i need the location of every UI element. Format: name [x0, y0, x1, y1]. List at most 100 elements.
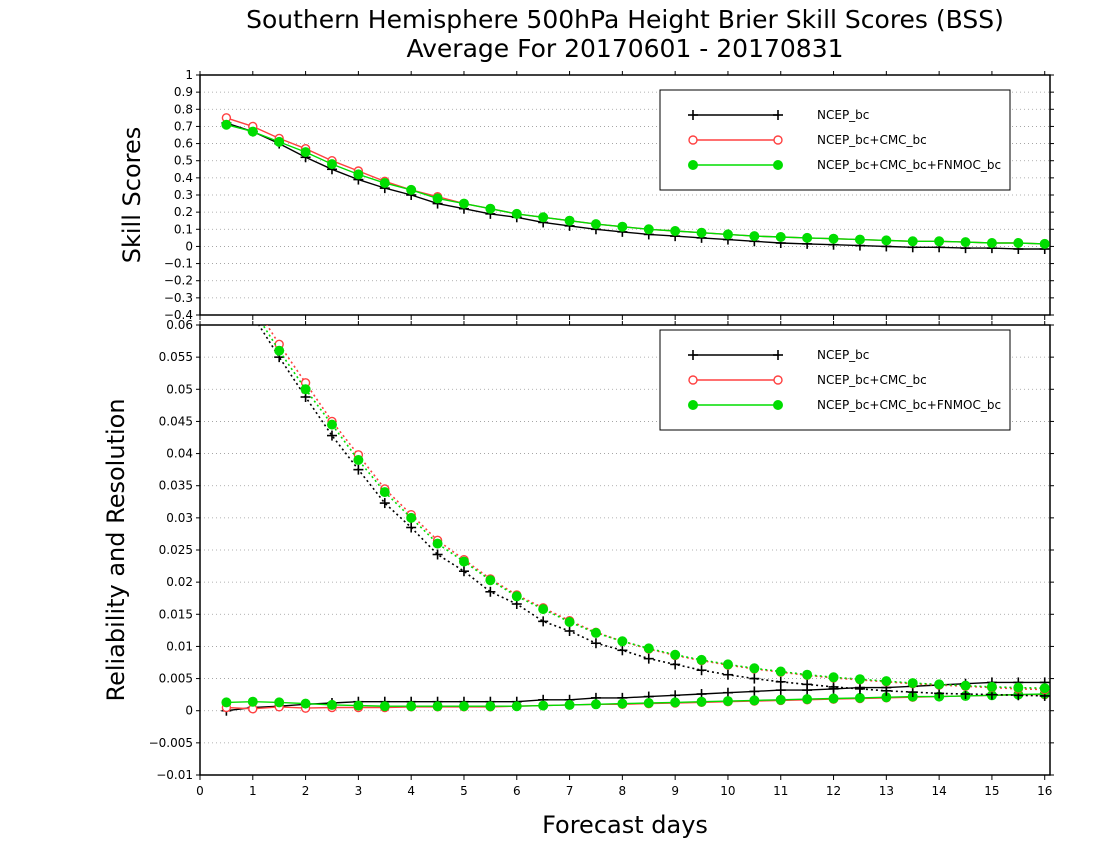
- data-point-ncep-bc-cmc-bc-fnmoc-bc-resolution: [802, 669, 813, 680]
- legend-label: NCEP_bc+CMC_bc+FNMOC_bc: [817, 158, 1001, 172]
- data-point-ncep-bc-cmc-bc-fnmoc-bc-resolution: [617, 636, 628, 647]
- x-tick-label: 11: [773, 784, 788, 798]
- data-point-ncep-bc-cmc-bc-fnmoc-bc-reliability: [696, 696, 707, 707]
- data-point-ncep-bc-cmc-bc-fnmoc-bc-reliability: [326, 699, 337, 710]
- legend-marker: [688, 110, 698, 120]
- top-y-tick-label: 0.2: [174, 205, 193, 219]
- legend-entry-ncep-bc-cmc-bc-fnmoc-bc: NCEP_bc+CMC_bc+FNMOC_bc: [688, 158, 1001, 172]
- series-area: [221, 113, 1050, 254]
- x-tick-label: 15: [984, 784, 999, 798]
- data-point-ncep-bc-cmc-bc-fnmoc-bc-resolution: [590, 627, 601, 638]
- data-point-ncep-bc-cmc-bc-fnmoc-bc: [828, 233, 839, 244]
- data-point-ncep-bc-resolution: [802, 679, 813, 690]
- legend-marker: [773, 400, 783, 410]
- data-point-ncep-bc-cmc-bc-fnmoc-bc-reliability: [670, 697, 681, 708]
- data-point-ncep-bc-cmc-bc-fnmoc-bc-resolution: [326, 419, 337, 430]
- data-point-ncep-bc-cmc-bc-fnmoc-bc-resolution: [722, 659, 733, 670]
- legend: NCEP_bc NCEP_bc+CMC_bc NCEP_bc+CMC_bc+FNMO…: [659, 329, 1011, 431]
- data-point-ncep-bc-cmc-bc-fnmoc-bc: [854, 234, 865, 245]
- chart-subtitle: Average For 20170601 - 20170831: [406, 34, 843, 63]
- series-ncep-bc-cmc-bc-fnmoc-bc: [221, 119, 1050, 249]
- data-point-ncep-bc-cmc-bc-fnmoc-bc: [986, 238, 997, 248]
- data-point-ncep-bc-cmc-bc-fnmoc-bc-resolution: [406, 512, 417, 523]
- x-tick-label: 6: [513, 784, 521, 798]
- bottom-y-tick-label: 0.06: [166, 318, 193, 332]
- data-point-ncep-bc-cmc-bc-fnmoc-bc-resolution: [300, 384, 311, 395]
- chart-title: Southern Hemisphere 500hPa Height Brier …: [246, 5, 1004, 34]
- data-point-ncep-bc-cmc-bc-fnmoc-bc-reliability: [538, 700, 549, 711]
- data-point-ncep-bc-resolution: [881, 685, 892, 696]
- reliability-resolution-panel: −0.01 −0.005 0 0.005 0.01 0.015 0.02 0.025 0.03 0…: [149, 263, 1054, 798]
- top-y-axis-title: Skill Scores: [118, 127, 146, 264]
- data-point-ncep-bc-cmc-bc-fnmoc-bc-resolution: [432, 538, 443, 549]
- data-point-ncep-bc-cmc-bc-fnmoc-bc: [485, 203, 496, 214]
- data-point-ncep-bc-cmc-bc-fnmoc-bc-resolution: [670, 649, 681, 660]
- data-point-ncep-bc-cmc-bc-fnmoc-bc-reliability: [854, 692, 865, 703]
- data-point-ncep-bc-cmc-bc-fnmoc-bc-resolution: [511, 591, 522, 602]
- data-point-ncep-bc-cmc-bc-fnmoc-bc: [775, 232, 786, 242]
- data-point-ncep-bc-cmc-bc-fnmoc-bc: [1039, 238, 1050, 249]
- data-point-ncep-bc-cmc-bc-fnmoc-bc: [406, 184, 417, 195]
- data-point-ncep-bc-cmc-bc-fnmoc-bc-resolution: [485, 575, 496, 586]
- data-point-ncep-bc-cmc-bc-fnmoc-bc-reliability: [353, 700, 364, 711]
- data-point-ncep-bc-cmc-bc-fnmoc-bc: [432, 193, 443, 204]
- data-point-ncep-bc-cmc-bc-fnmoc-bc-resolution: [960, 680, 971, 691]
- data-point-ncep-bc-cmc-bc-fnmoc-bc: [907, 236, 918, 247]
- legend-entry-ncep-bc-cmc-bc-fnmoc-bc: NCEP_bc+CMC_bc+FNMOC_bc: [688, 398, 1001, 412]
- data-point-ncep-bc-resolution: [432, 549, 443, 560]
- data-point-ncep-bc-cmc-bc-fnmoc-bc-reliability: [432, 701, 443, 712]
- series-area: [221, 263, 1050, 716]
- data-point-ncep-bc-resolution: [485, 586, 496, 597]
- data-point-ncep-bc-cmc-bc-fnmoc-bc-resolution: [248, 304, 257, 313]
- data-point-ncep-bc-cmc-bc-fnmoc-bc-resolution: [274, 345, 285, 356]
- x-tick-label: 12: [826, 784, 841, 798]
- x-tick-label: 13: [879, 784, 894, 798]
- data-point-ncep-bc-cmc-bc-fnmoc-bc: [221, 119, 232, 130]
- bottom-y-tick-label: 0.005: [159, 672, 193, 686]
- x-tick-label: 4: [407, 784, 415, 798]
- skill-scores-panel: −0.4 −0.3 −0.2 −0.1 0 0.1 0.2 0.3 0.4 0.5 0.6 0.7 0.…: [164, 68, 1054, 322]
- bottom-y-tick-label: 0.045: [159, 414, 193, 428]
- series-line-ncep-bc-resolution: [257, 325, 1045, 697]
- top-y-tick-label: 0.5: [174, 154, 193, 168]
- data-point-ncep-bc-cmc-bc-fnmoc-bc-resolution: [696, 654, 707, 665]
- bottom-y-tick-label: −0.01: [156, 768, 193, 782]
- data-point-ncep-bc-resolution: [643, 653, 654, 664]
- bottom-y-tick-label: 0.04: [166, 447, 193, 461]
- data-point-ncep-bc-cmc-bc-fnmoc-bc: [353, 169, 364, 180]
- data-point-ncep-bc-resolution: [406, 522, 417, 533]
- legend-label: NCEP_bc+CMC_bc: [817, 373, 927, 387]
- top-y-tick-label: 0.9: [174, 85, 193, 99]
- data-point-ncep-bc-cmc-bc-resolution: [249, 299, 257, 307]
- data-point-ncep-bc-reliability: [749, 686, 760, 697]
- data-point-ncep-bc-cmc-bc-fnmoc-bc: [590, 219, 601, 230]
- legend-entry-ncep-bc: NCEP_bc: [688, 348, 869, 362]
- data-point-ncep-bc-cmc-bc-fnmoc-bc-resolution: [907, 678, 918, 689]
- data-point-ncep-bc-cmc-bc-fnmoc-bc-resolution: [379, 487, 390, 498]
- data-point-ncep-bc-resolution: [538, 616, 549, 627]
- data-point-ncep-bc-cmc-bc-fnmoc-bc-resolution: [828, 672, 839, 683]
- data-point-ncep-bc-cmc-bc-fnmoc-bc-resolution: [934, 679, 945, 690]
- data-point-ncep-bc-cmc-bc-fnmoc-bc: [643, 224, 654, 235]
- data-point-ncep-bc-reliability: [775, 685, 786, 696]
- data-point-ncep-bc-resolution: [326, 430, 337, 441]
- x-tick-label: 8: [619, 784, 627, 798]
- data-point-ncep-bc-resolution: [379, 498, 390, 509]
- bottom-y-tick-label: 0.025: [159, 543, 193, 557]
- bottom-y-tick-label: 0: [185, 704, 193, 718]
- data-point-ncep-bc-resolution: [670, 659, 681, 670]
- data-point-ncep-bc-cmc-bc-fnmoc-bc: [960, 237, 971, 248]
- data-point-ncep-bc-resolution: [775, 676, 786, 687]
- data-point-ncep-bc-cmc-bc-fnmoc-bc-resolution: [222, 263, 231, 272]
- data-point-ncep-bc-resolution: [854, 683, 865, 694]
- data-point-ncep-bc-cmc-bc-fnmoc-bc: [274, 136, 285, 147]
- legend-label: NCEP_bc+CMC_bc+FNMOC_bc: [817, 398, 1001, 412]
- data-point-ncep-bc-cmc-bc-fnmoc-bc-reliability: [775, 694, 786, 705]
- x-tick-label: 16: [1037, 784, 1052, 798]
- top-y-tick-label: 0.8: [174, 102, 193, 116]
- top-y-tick-label: 0.1: [174, 222, 193, 236]
- bottom-y-tick-label: 0.03: [166, 511, 193, 525]
- top-y-tick-label: 0.7: [174, 119, 193, 133]
- data-point-ncep-bc-cmc-bc-fnmoc-bc-reliability: [590, 699, 601, 710]
- legend-marker: [773, 135, 783, 145]
